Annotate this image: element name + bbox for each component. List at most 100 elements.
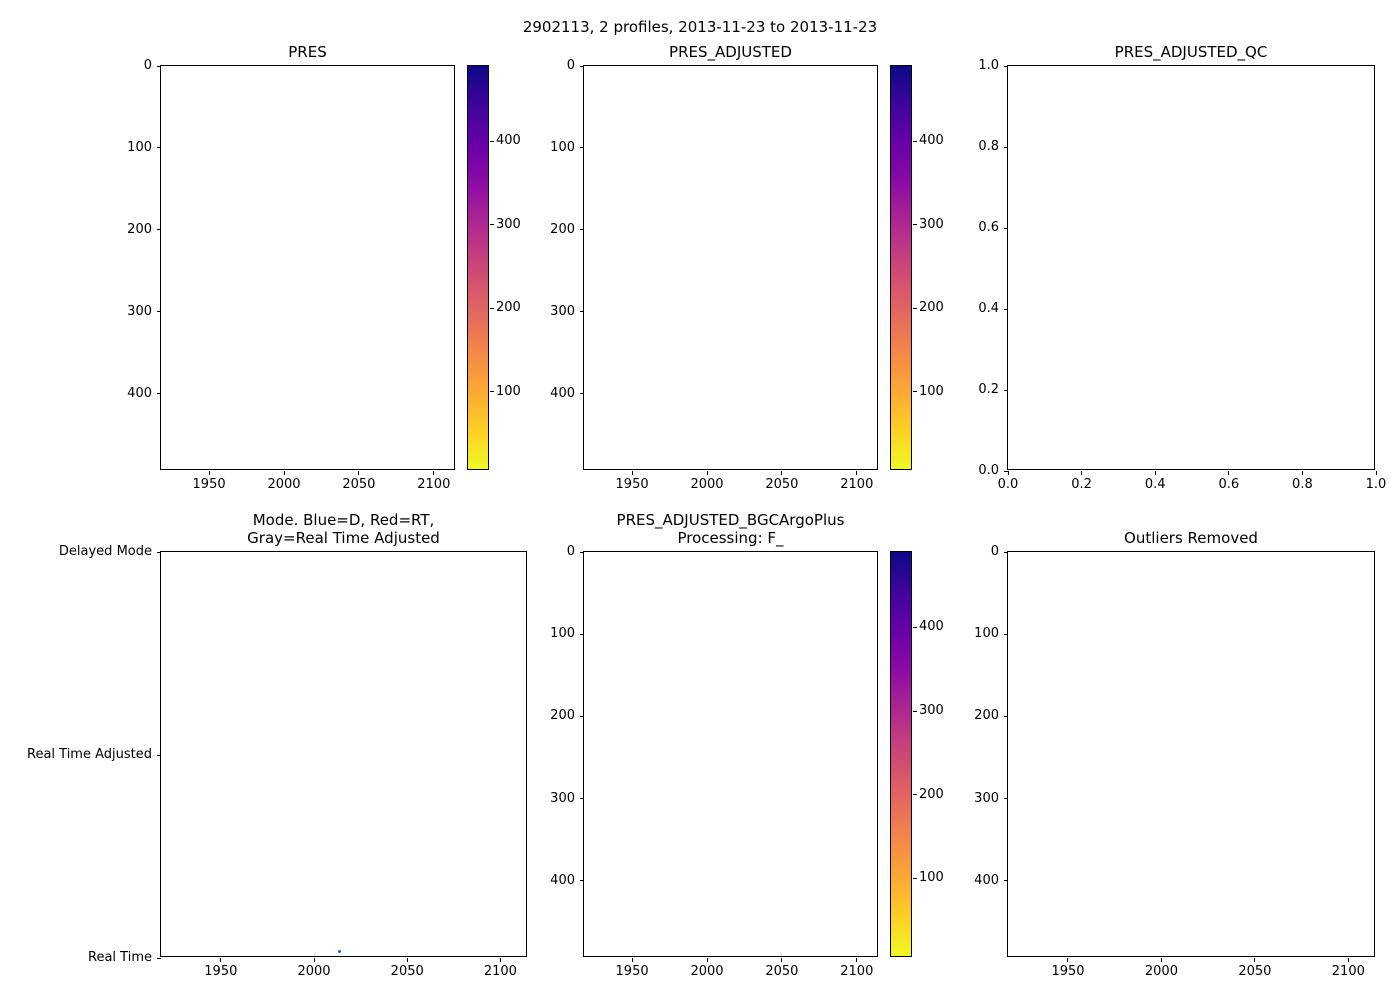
subplot-title-pres-adjusted-qc: PRES_ADJUSTED_QC [1007,43,1375,61]
y-tick-label: 400 [550,872,575,888]
x-tick-mark [1347,958,1349,962]
y-tick-mark [157,393,161,395]
y-tick-label: 100 [974,626,999,642]
y-tick-mark [580,633,584,635]
y-tick-label: Real Time Adjusted [27,747,152,762]
y-tick-mark [580,798,584,800]
y-tick-label: 0 [566,544,575,559]
colorbar-tick-label: 100 [919,870,944,886]
y-tick-label: Delayed Mode [58,544,152,559]
x-tick-mark [1160,958,1162,962]
x-tick-mark [856,471,858,475]
y-tick-label: 0 [990,544,999,559]
data-point [338,949,342,953]
subplot-title-line: PRES_ADJUSTED_BGCArgoPlus [616,511,845,529]
x-tick-label: 0.2 [1071,477,1092,492]
x-tick-mark [781,958,783,962]
subplot-title-line: Gray=Real Time Adjusted [247,529,440,547]
y-tick-label: 400 [550,385,575,401]
colorbar-tick-label: 100 [919,383,944,399]
y-tick-label: 0.2 [978,382,999,397]
y-tick-mark [157,551,161,553]
y-tick-mark [1004,798,1008,800]
x-tick-mark [358,471,360,475]
colorbar-tick-label: 400 [919,133,944,149]
y-tick-label: 200 [127,221,152,237]
x-tick-mark [1081,471,1083,475]
x-tick-label: 0.0 [997,477,1019,492]
colorbar-tick-label: 400 [496,133,521,149]
colorbar-tick-mark [490,391,494,393]
x-tick-label: 2000 [690,964,724,979]
y-tick-label: 200 [974,708,999,724]
y-tick-label: 0.8 [978,139,999,154]
x-tick-mark [1007,471,1009,475]
axes-outliers-removed: 1950 2000 2050 2100 0 100 200 300 400 [974,544,1375,979]
y-tick-label: 0 [566,58,575,73]
x-tick-label: 2100 [483,964,517,979]
colorbar-tick-mark [913,877,917,879]
x-tick-mark [1067,958,1069,962]
y-tick-mark [580,715,584,717]
y-tick-label: 100 [550,139,575,155]
colorbar-tick-label: 400 [919,619,944,635]
y-tick-mark [1004,227,1008,229]
subplot-title-line: Processing: F_ [677,529,784,547]
axes-pres: 1950 2000 2050 2100 0 100 200 300 400 [127,58,455,492]
x-tick-label: 0.6 [1218,477,1240,492]
y-tick-mark [1004,880,1008,882]
y-tick-mark [1004,715,1008,717]
y-tick-mark [1004,65,1008,67]
x-tick-label: 2000 [297,964,331,979]
y-tick-label: 400 [974,872,999,888]
x-tick-label: 2000 [267,477,301,492]
x-tick-mark [283,471,285,475]
y-tick-mark [157,311,161,313]
x-tick-mark [433,471,435,475]
x-tick-mark [406,958,408,962]
x-tick-label: 0.8 [1292,477,1313,492]
x-tick-mark [856,958,858,962]
subplot-title-pres-adjusted-bgcargoplus: PRES_ADJUSTED_BGCArgoPlus Processing: F_ [583,511,878,547]
x-tick-label: 2000 [690,477,724,492]
y-tick-label: 1.0 [978,58,999,73]
y-tick-mark [157,754,161,756]
colorbar-tick-mark [490,140,494,142]
x-tick-label: 2050 [390,964,424,979]
x-tick-mark [499,958,501,962]
y-tick-mark [1004,470,1008,472]
y-tick-label: 0.6 [978,220,999,235]
x-tick-mark [631,471,633,475]
subplot-title-pres-adjusted: PRES_ADJUSTED [583,43,878,61]
x-tick-mark [313,958,315,962]
y-tick-label: 400 [127,385,152,401]
subplot-title-line: PRES [288,43,327,61]
figure-title: 2902113, 2 profiles, 2013-11-23 to 2013-… [522,18,878,36]
x-tick-mark [1301,471,1303,475]
colorbar-tick-label: 100 [496,383,521,399]
x-tick-mark [631,958,633,962]
colorbar-pres-adjusted: 400 300 200 100 [890,65,944,470]
colorbar-tick-mark [913,224,917,226]
y-tick-mark [1004,146,1008,148]
y-tick-mark [1004,551,1008,553]
colorbar-tick-label: 200 [919,786,944,802]
x-tick-mark [1228,471,1230,475]
colorbar-tick-mark [913,307,917,309]
y-tick-label: 300 [550,790,575,806]
axes-pres-adjusted: 1950 2000 2050 2100 0 100 200 300 400 [550,58,878,492]
colorbar-tick-label: 300 [919,703,944,719]
x-tick-label: 2100 [840,964,874,979]
x-tick-label: 1950 [204,964,238,979]
y-tick-label: 300 [550,303,575,319]
subplot-title-line: PRES_ADJUSTED [669,43,792,61]
y-tick-mark [580,147,584,149]
x-tick-label: 2000 [1144,964,1178,979]
x-tick-label: 1950 [615,477,649,492]
colorbar-tick-mark [913,626,917,628]
colorbar-pres-adjusted-bgcargoplus: 400 300 200 100 [890,551,944,957]
x-tick-label: 2100 [840,477,874,492]
y-tick-label: 300 [974,790,999,806]
axes-pres-adjusted-qc: 0.0 0.2 0.4 0.6 0.8 1.0 0.0 0.2 0.4 0.6 0.8 1.0 [978,58,1386,492]
colorbar-tick-mark [913,710,917,712]
